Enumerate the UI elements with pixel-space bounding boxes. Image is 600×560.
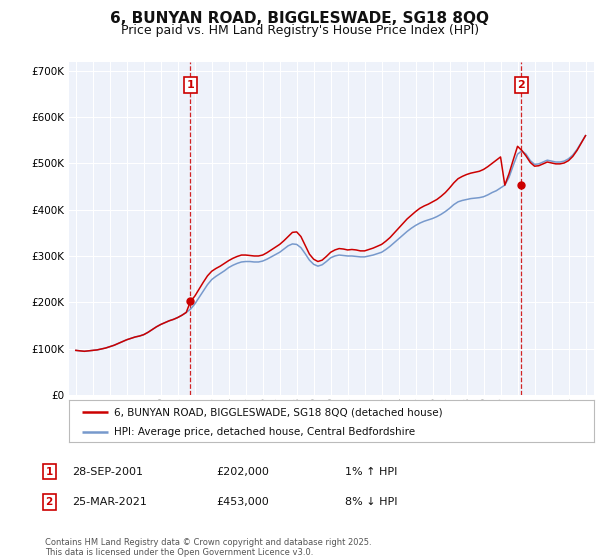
Text: 8% ↓ HPI: 8% ↓ HPI <box>345 497 398 507</box>
Text: 1: 1 <box>187 80 194 90</box>
Text: 6, BUNYAN ROAD, BIGGLESWADE, SG18 8QQ: 6, BUNYAN ROAD, BIGGLESWADE, SG18 8QQ <box>110 11 490 26</box>
Text: 2: 2 <box>518 80 526 90</box>
Text: £202,000: £202,000 <box>216 466 269 477</box>
Text: 6, BUNYAN ROAD, BIGGLESWADE, SG18 8QQ (detached house): 6, BUNYAN ROAD, BIGGLESWADE, SG18 8QQ (d… <box>113 407 442 417</box>
Text: 2: 2 <box>46 497 53 507</box>
Text: £453,000: £453,000 <box>216 497 269 507</box>
Text: Price paid vs. HM Land Registry's House Price Index (HPI): Price paid vs. HM Land Registry's House … <box>121 24 479 36</box>
Text: HPI: Average price, detached house, Central Bedfordshire: HPI: Average price, detached house, Cent… <box>113 427 415 437</box>
Text: Contains HM Land Registry data © Crown copyright and database right 2025.
This d: Contains HM Land Registry data © Crown c… <box>45 538 371 557</box>
Text: 1% ↑ HPI: 1% ↑ HPI <box>345 466 397 477</box>
Text: 1: 1 <box>46 466 53 477</box>
Text: 28-SEP-2001: 28-SEP-2001 <box>72 466 143 477</box>
Text: 25-MAR-2021: 25-MAR-2021 <box>72 497 147 507</box>
